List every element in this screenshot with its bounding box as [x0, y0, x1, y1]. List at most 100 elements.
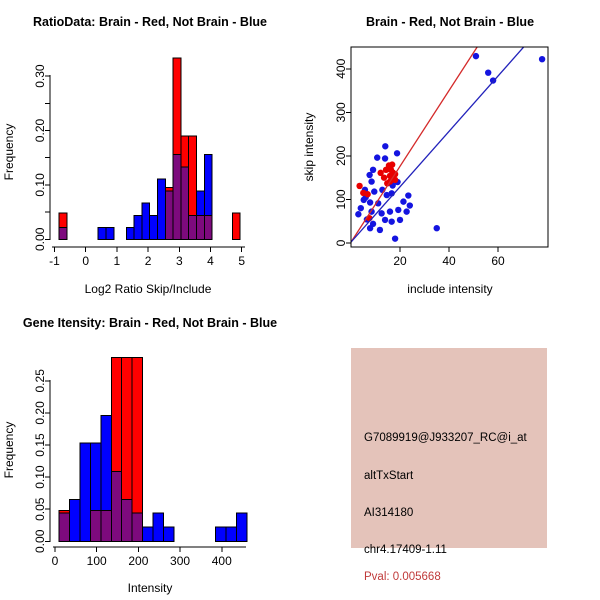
scatter-point-blue [395, 206, 402, 214]
histogram-bar-overlap [203, 214, 213, 240]
regression-line-brain [350, 46, 478, 243]
scatter-point-blue [406, 202, 413, 209]
x-tick-label: 300 [170, 554, 190, 568]
histogram-bar-blue [149, 214, 158, 240]
scatter-point-blue [368, 178, 375, 185]
scatter-point-blue [381, 155, 389, 162]
scatter-point-blue [355, 211, 362, 218]
histogram-bar-blue [125, 226, 135, 240]
scatter-point-blue [378, 210, 385, 217]
scatter-point-blue [538, 55, 546, 63]
gene-histogram-ylabel: Frequency [2, 422, 16, 479]
scatter-point-red [380, 174, 388, 181]
y-tick-label: 0.10 [33, 465, 47, 489]
scatter-point-blue [396, 216, 404, 224]
x-tick-label: -1 [49, 254, 60, 268]
scatter-point-blue [382, 143, 389, 150]
y-tick-label: 100 [334, 189, 348, 209]
histogram-bar-blue [133, 214, 143, 240]
scatter-point-blue [400, 198, 407, 205]
histogram-bar-overlap [172, 153, 182, 240]
scatter-point-blue [369, 166, 377, 174]
x-tick-label: 200 [128, 554, 148, 568]
gene-info-event-type: altTxStart [364, 470, 414, 482]
histogram-bar-blue [105, 226, 115, 240]
y-tick-label: 0.25 [33, 369, 47, 393]
histogram-bar-overlap [58, 226, 68, 240]
panel-ratio-histogram: RatioData: Brain - Red, Not Brain - Blue… [0, 0, 300, 300]
y-tick-label: 0.30 [33, 64, 47, 88]
ratio-histogram-xlabel: Log2 Ratio Skip/Include [85, 282, 212, 296]
panel-intensity-scatter: Brain - Red, Not Brain - Blue include in… [300, 0, 600, 300]
panel-gene-intensity-histogram: Gene Itensity: Brain - Red, Not Brain - … [0, 300, 300, 600]
scatter-point-blue [391, 235, 399, 242]
ratio-histogram-ylabel: Frequency [2, 124, 16, 181]
y-tick-label: 300 [334, 102, 348, 122]
y-tick-label: 200 [334, 146, 348, 166]
scatter-point-blue [369, 220, 377, 228]
scatter-ylabel: skip intensity [302, 113, 316, 182]
x-tick-label: 4 [207, 254, 214, 268]
scatter-point-blue [393, 150, 401, 157]
scatter-title: Brain - Red, Not Brain - Blue [366, 15, 534, 29]
scatter-point-blue [403, 208, 410, 215]
x-tick-label: 100 [87, 554, 107, 568]
scatter-point-blue [371, 188, 378, 195]
histogram-bar-overlap [121, 499, 133, 542]
histogram-bar-blue [152, 512, 164, 542]
histogram-bar-overlap [110, 470, 123, 542]
y-tick-label: 0.00 [33, 529, 47, 553]
ratio-histogram-chart: RatioData: Brain - Red, Not Brain - Blue… [2, 15, 267, 296]
y-tick-label: 400 [334, 58, 348, 78]
plot-box [350, 46, 549, 248]
x-tick-label: 3 [176, 254, 183, 268]
histogram-bar-blue [79, 442, 91, 542]
histogram-bar-overlap [58, 512, 71, 542]
histogram-bar-blue [142, 526, 154, 542]
scatter-point-red [384, 180, 391, 187]
scatter-point-blue [388, 218, 395, 225]
histogram-bar-blue [162, 526, 175, 542]
scatter-point-blue [386, 208, 394, 215]
scatter-point-blue [381, 216, 389, 224]
scatter-point-red [356, 182, 363, 190]
scatter-point-blue [374, 154, 381, 161]
histogram-bar-blue [97, 226, 107, 240]
y-tick-label: 0.15 [33, 433, 47, 457]
gene-info-probe-id: G7089919@J933207_RC@i_at [364, 432, 527, 444]
y-tick-label: 0.00 [33, 227, 47, 251]
scatter-point-red [388, 161, 396, 168]
y-tick-label: 0.20 [33, 401, 47, 425]
histogram-bar-blue [235, 512, 248, 542]
scatter-xlabel: include intensity [407, 282, 492, 296]
x-tick-label: 20 [393, 254, 407, 268]
scatter-point-blue [472, 52, 480, 60]
gene-info-pval: Pval: 0.005668 [364, 571, 441, 583]
x-tick-label: 0 [82, 254, 89, 268]
x-tick-label: 60 [491, 254, 505, 268]
histogram-bar-overlap [89, 509, 102, 542]
intensity-scatter-chart: Brain - Red, Not Brain - Blue include in… [302, 15, 549, 296]
gene-info-accession: AI314180 [364, 507, 414, 519]
scatter-point-blue [383, 191, 390, 199]
x-tick-label: 40 [442, 254, 456, 268]
histogram-bar-overlap [195, 214, 205, 240]
histogram-bar-blue [141, 202, 151, 240]
x-tick-label: 5 [238, 254, 245, 268]
scatter-point-blue [433, 224, 440, 232]
scatter-point-blue [405, 192, 412, 199]
gene-info-box: G7089919@J933207_RC@i_at altTxStart AI31… [351, 348, 547, 583]
histogram-bar-overlap [188, 214, 197, 240]
gene-histogram-title: Gene Itensity: Brain - Red, Not Brain - … [23, 316, 277, 330]
histogram-bar-blue [156, 178, 166, 240]
gene-info-location: chr4.17409-1.11 [364, 544, 447, 556]
ratio-histogram-title: RatioData: Brain - Red, Not Brain - Blue [33, 15, 267, 29]
scatter-point-red [391, 176, 399, 184]
gene-intensity-histogram-chart: Gene Itensity: Brain - Red, Not Brain - … [2, 316, 277, 595]
y-tick-label: 0 [334, 239, 348, 246]
scatter-point-red [377, 169, 384, 177]
y-tick-label: 0.10 [33, 173, 47, 197]
y-tick-label: 0.20 [33, 118, 47, 142]
x-tick-label: 2 [145, 254, 152, 268]
